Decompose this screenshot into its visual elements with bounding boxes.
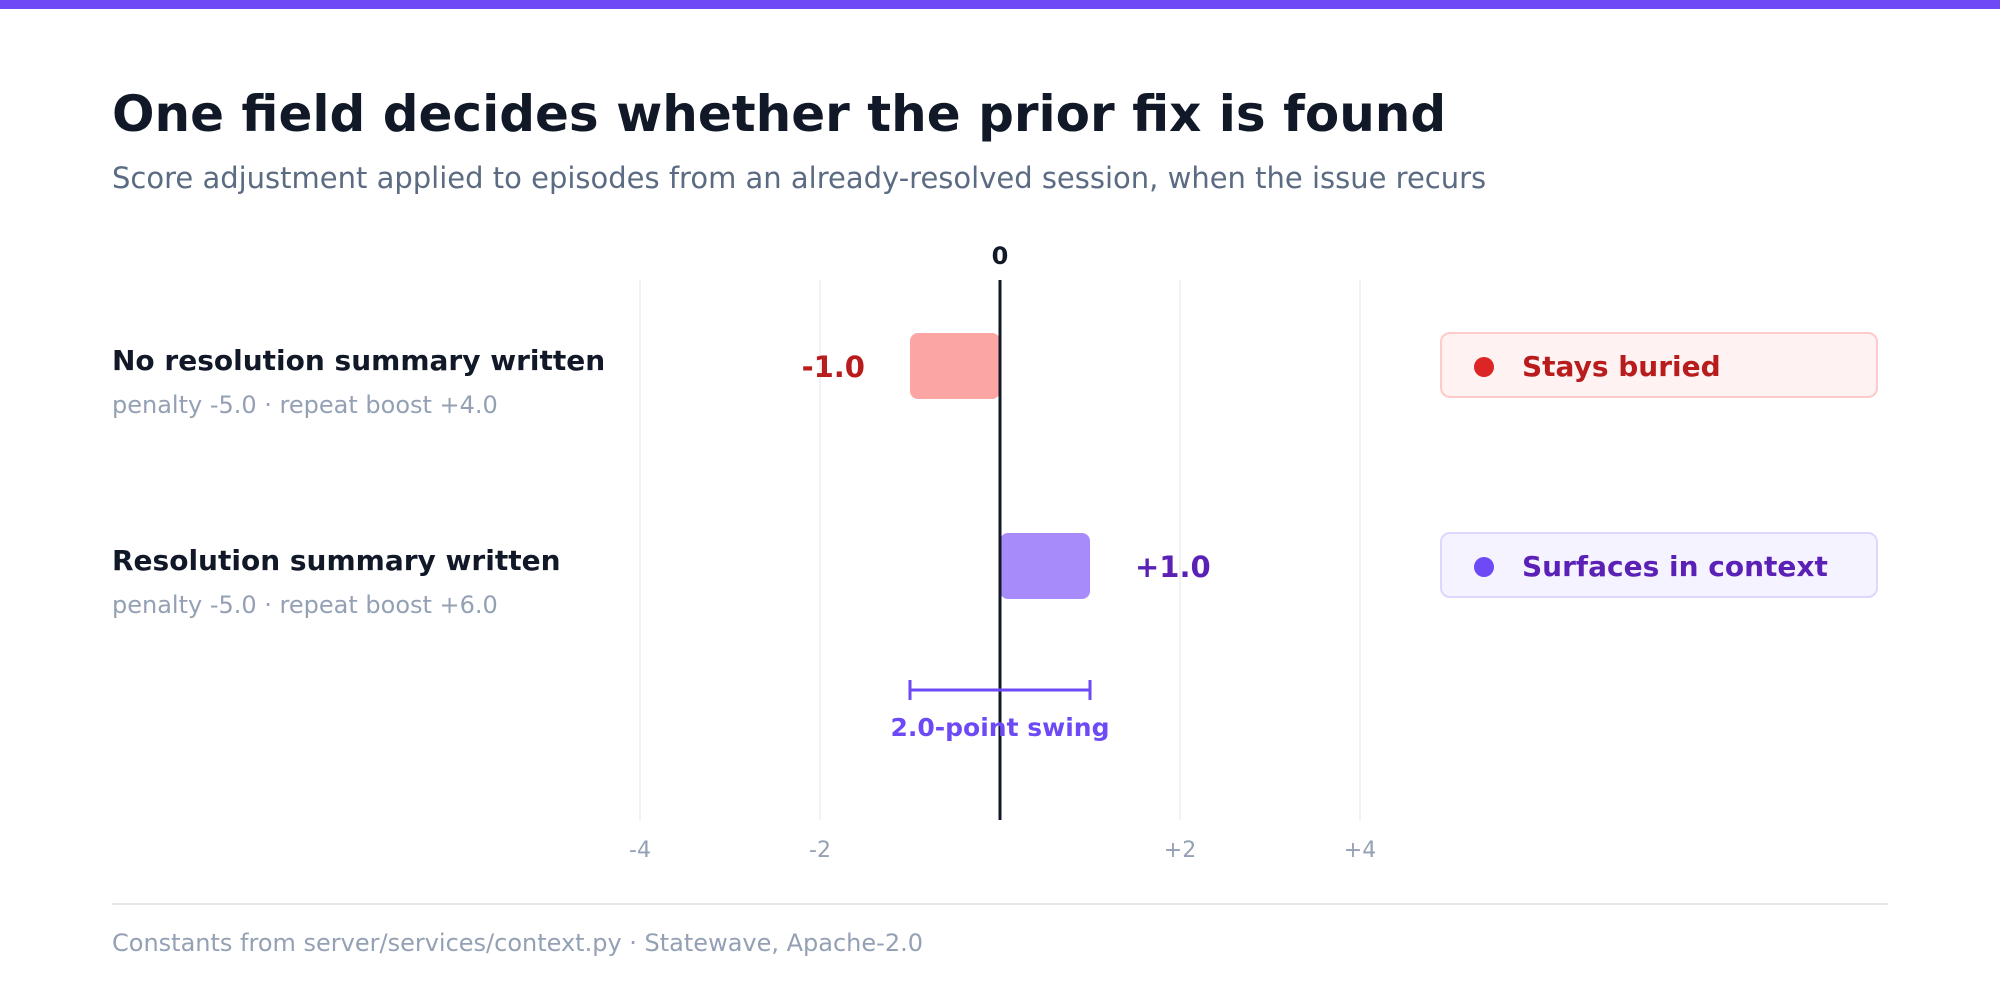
x-tick-label: +2 <box>1164 838 1196 863</box>
footer-note: Constants from server/services/context.p… <box>112 929 923 957</box>
zero-tick-label: 0 <box>992 242 1009 270</box>
outcome-badge-stays-buried: Stays buried <box>1440 332 1878 398</box>
status-dot-icon <box>1474 357 1494 377</box>
page-subtitle: Score adjustment applied to episodes fro… <box>112 161 1487 195</box>
page-title: One field decides whether the prior fix … <box>112 85 1447 143</box>
footer-divider <box>112 903 1888 905</box>
x-tick-label: -4 <box>629 838 651 863</box>
row-detail-no-summary: penalty -5.0 · repeat boost +4.0 <box>112 391 498 419</box>
x-tick-label: +4 <box>1344 838 1376 863</box>
row-label-no-summary: No resolution summary written <box>112 344 606 377</box>
row-label-summary: Resolution summary written <box>112 544 561 577</box>
bar-value-label: +1.0 <box>1135 550 1211 584</box>
outcome-label: Surfaces in context <box>1522 550 1828 583</box>
outcome-label: Stays buried <box>1522 350 1721 383</box>
swing-annotation-label: 2.0-point swing <box>891 713 1110 742</box>
outcome-badge-surfaces: Surfaces in context <box>1440 532 1878 598</box>
bar-0 <box>910 333 1000 399</box>
status-dot-icon <box>1474 557 1494 577</box>
bar-value-label: -1.0 <box>802 350 865 384</box>
score-chart: -4 -2 +2 +4 -1.0 +1.0 0 2.0-point swing <box>629 242 1376 863</box>
row-detail-summary: penalty -5.0 · repeat boost +6.0 <box>112 591 498 619</box>
top-accent-bar <box>0 0 2000 9</box>
bar-1 <box>1000 533 1090 599</box>
x-tick-label: -2 <box>809 838 831 863</box>
